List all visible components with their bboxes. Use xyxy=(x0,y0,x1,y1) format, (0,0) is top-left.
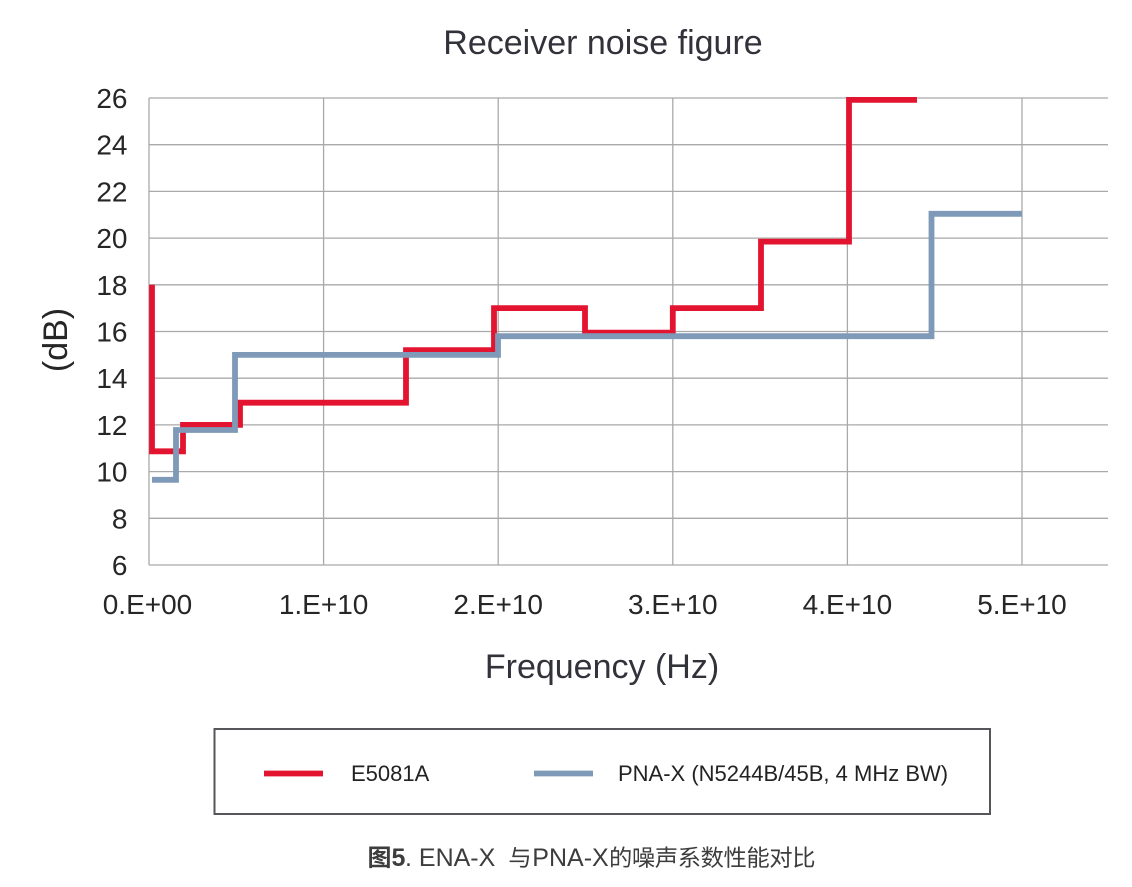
svg-text:Receiver noise figure: Receiver noise figure xyxy=(443,24,762,62)
svg-text:0.E+00: 0.E+00 xyxy=(103,589,193,620)
svg-text:2.E+10: 2.E+10 xyxy=(453,589,543,620)
svg-text:6: 6 xyxy=(112,550,128,581)
svg-text:20: 20 xyxy=(96,223,127,254)
svg-text:18: 18 xyxy=(96,270,127,301)
svg-text:(dB): (dB) xyxy=(37,308,75,372)
svg-text:5: 5 xyxy=(392,844,406,872)
svg-text:14: 14 xyxy=(96,363,127,394)
svg-text:1.E+10: 1.E+10 xyxy=(279,589,369,620)
svg-text:16: 16 xyxy=(96,317,127,348)
svg-text:22: 22 xyxy=(96,176,127,207)
svg-text:10: 10 xyxy=(96,457,127,488)
svg-text:24: 24 xyxy=(96,130,127,161)
svg-text:3.E+10: 3.E+10 xyxy=(628,589,718,620)
svg-text:E5081A: E5081A xyxy=(351,761,430,786)
svg-text:PNA-X (N5244B/45B, 4 MHz BW): PNA-X (N5244B/45B, 4 MHz BW) xyxy=(618,761,948,786)
svg-text:4.E+10: 4.E+10 xyxy=(803,589,893,620)
svg-text:8: 8 xyxy=(112,503,128,534)
svg-text:Frequency (Hz): Frequency (Hz) xyxy=(485,648,719,686)
svg-text:5.E+10: 5.E+10 xyxy=(977,589,1067,620)
svg-text:12: 12 xyxy=(96,410,127,441)
svg-text:PNA-X: PNA-X xyxy=(532,844,609,872)
svg-text:26: 26 xyxy=(96,83,127,114)
svg-text:. ENA-X: . ENA-X xyxy=(405,844,496,872)
